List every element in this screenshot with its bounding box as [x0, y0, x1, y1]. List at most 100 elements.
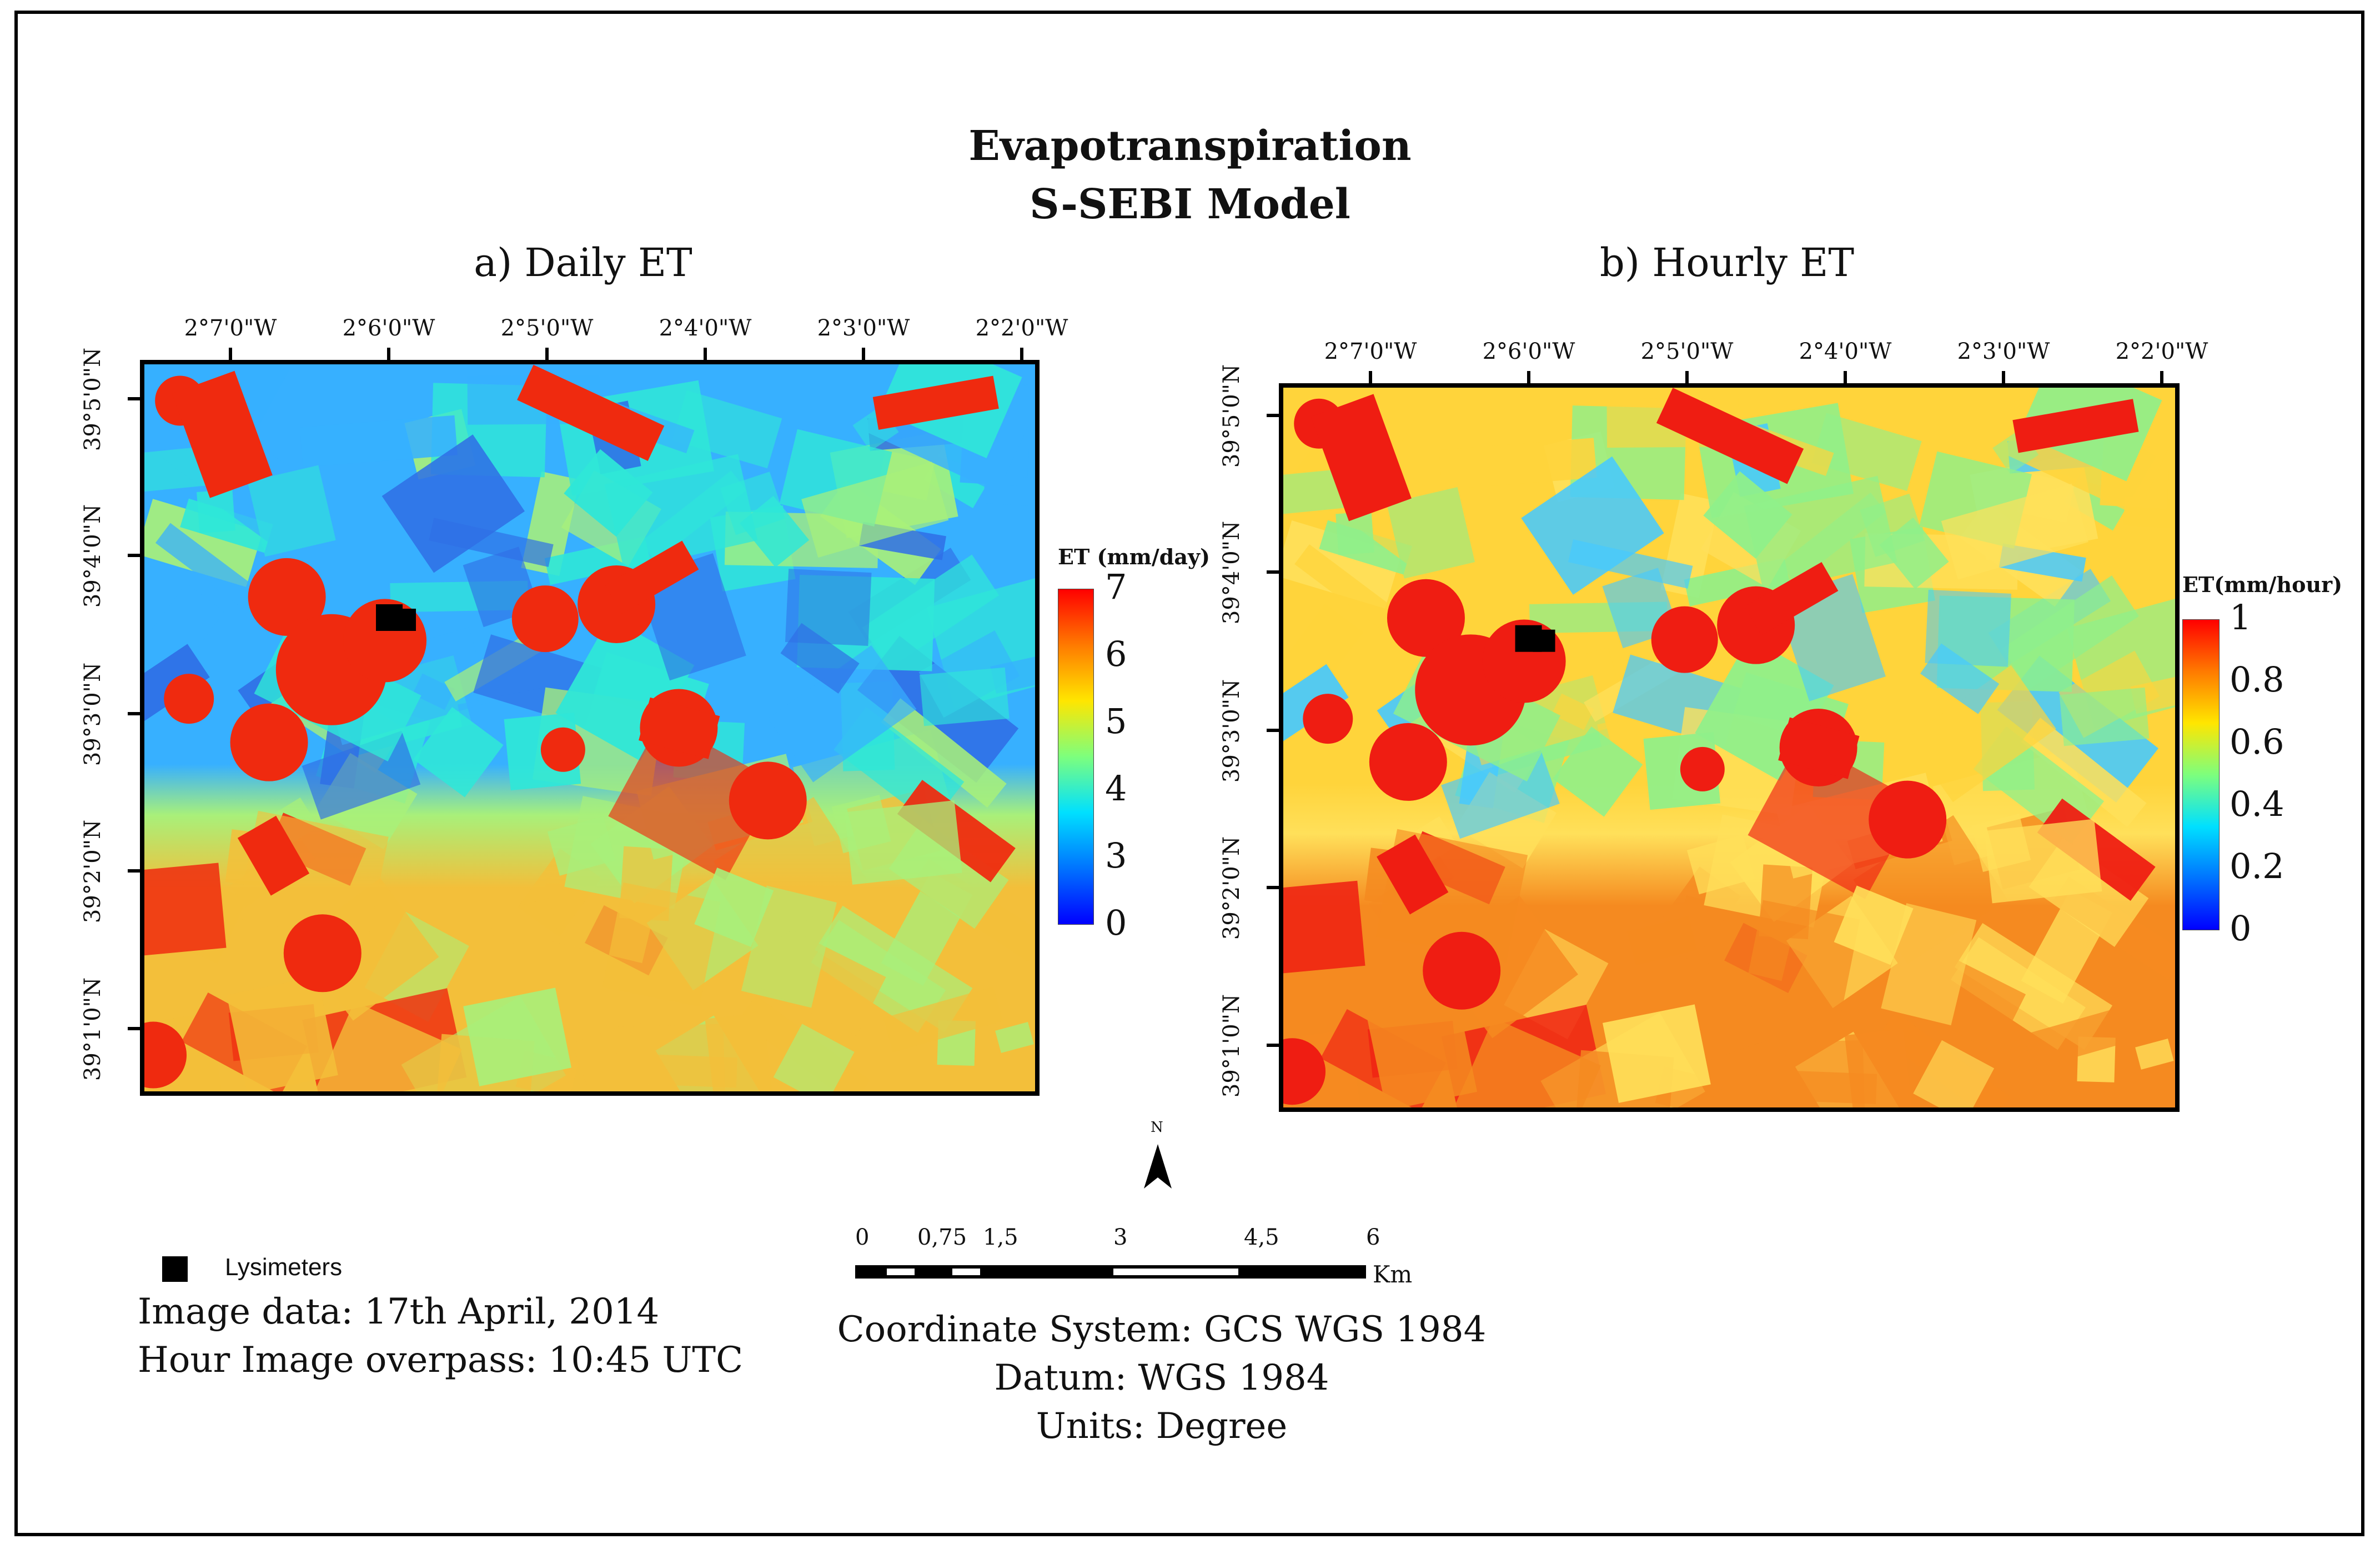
colorbar-tick-label: 4: [1105, 768, 1127, 809]
field-patch: [299, 415, 458, 468]
field-patch: [1603, 1004, 1711, 1103]
scalebar-tick-label: 3: [1113, 1225, 1128, 1250]
lon-tick-label: 2°2'0"W: [2115, 339, 2208, 364]
scalebar-tick-label: 4,5: [1244, 1225, 1279, 1250]
field-patch: [1449, 1017, 1601, 1107]
lat-tick-label: 39°1'0"N: [80, 977, 106, 1081]
irrigated-pivot: [1680, 746, 1725, 791]
lat-tick-mark: [128, 1027, 140, 1030]
field-patch: [1834, 885, 1914, 965]
field-patch: [602, 882, 721, 1007]
scalebar-tick-label: 0,75: [917, 1225, 967, 1250]
lon-tick-mark: [229, 348, 232, 360]
field-patch: [1283, 520, 1402, 609]
lon-tick-label: 2°5'0"W: [500, 315, 594, 341]
field-patch: [768, 645, 917, 783]
colorbar-tick-label: 0.4: [2230, 784, 2284, 824]
field-patch: [144, 863, 227, 962]
hourly-legend-title: ET(mm/hour): [2182, 572, 2343, 597]
lat-tick-label: 39°3'0"N: [1219, 679, 1244, 783]
lat-tick-mark: [1267, 729, 1279, 732]
field-patch: [488, 898, 558, 948]
panel-b-title: b) Hourly ET: [1599, 240, 1855, 285]
north-arrow-icon: [1144, 1144, 1172, 1189]
field-patch: [237, 815, 310, 896]
lat-tick-mark: [128, 869, 140, 873]
field-patch: [381, 434, 525, 573]
field-patch: [1521, 456, 1664, 595]
colorbar-tick-label: 0: [2230, 908, 2252, 949]
field-patch: [883, 986, 1003, 1053]
daily-et-map[interactable]: [140, 360, 1040, 1096]
lat-tick-mark: [128, 554, 140, 557]
field-patch: [1755, 1040, 1866, 1107]
lat-tick-mark: [1267, 1044, 1279, 1047]
units: Units: Degree: [1036, 1406, 1288, 1447]
field-patch: [639, 697, 720, 759]
coordinate-system: Coordinate System: GCS WGS 1984: [837, 1309, 1487, 1350]
field-patch: [1913, 1040, 1995, 1107]
lon-tick-label: 2°6'0"W: [1482, 339, 1575, 364]
daily-colorbar: [1058, 589, 1094, 925]
scalebar-tick-label: 0: [855, 1225, 870, 1250]
colorbar-tick-label: 0.6: [2230, 721, 2284, 762]
field-patch: [1283, 388, 1429, 461]
hourly-et-map[interactable]: [1279, 383, 2180, 1112]
lat-tick-label: 39°3'0"N: [80, 662, 106, 766]
lon-tick-mark: [1527, 371, 1530, 383]
field-patch: [1925, 589, 2012, 667]
field-patch: [785, 569, 872, 646]
field-patch: [2023, 1003, 2143, 1070]
field-patch: [815, 905, 973, 1032]
scalebar: [855, 1265, 1366, 1279]
irrigated-pivot: [144, 1021, 187, 1089]
field-patch: [739, 495, 810, 568]
field-patch: [1283, 604, 1363, 716]
lon-tick-mark: [1020, 348, 1023, 360]
lon-tick-mark: [704, 348, 707, 360]
irrigated-pivot: [1869, 780, 1947, 859]
lat-tick-mark: [128, 712, 140, 715]
lon-tick-label: 2°7'0"W: [1324, 339, 1417, 364]
field-patch: [1335, 511, 1374, 555]
lysimeter-marker: [394, 608, 416, 631]
field-patch: [1703, 471, 1792, 559]
field-patch: [144, 583, 224, 695]
et-raster: [144, 364, 1035, 1091]
field-patch: [1377, 834, 1449, 915]
field-patch: [144, 644, 210, 730]
field-patch: [608, 719, 779, 880]
field-patch: [741, 885, 837, 1008]
field-patch: [564, 449, 653, 537]
field-patch: [517, 364, 665, 462]
et-raster: [1283, 388, 2175, 1107]
scalebar-tick-label: 1,5: [983, 1225, 1018, 1250]
lon-tick-label: 2°3'0"W: [817, 315, 910, 341]
lon-tick-label: 2°7'0"W: [184, 315, 277, 341]
field-patch: [1742, 900, 1860, 1025]
field-patch: [1778, 717, 1860, 779]
field-patch: [1881, 903, 1977, 1026]
field-patch: [247, 465, 336, 557]
field-patch: [144, 499, 263, 587]
field-patch: [844, 800, 962, 885]
irrigated-pivot: [283, 914, 361, 992]
lon-tick-mark: [1844, 371, 1847, 383]
field-patch: [773, 1024, 855, 1091]
field-patch: [2135, 1038, 2174, 1070]
lysimeter-symbol-icon: [162, 1256, 188, 1282]
colorbar-tick-label: 1: [2230, 597, 2252, 638]
field-patch: [1907, 665, 2056, 803]
field-patch: [1954, 923, 2113, 1050]
lon-tick-label: 2°2'0"W: [975, 315, 1068, 341]
daily-legend-title: ET (mm/day): [1058, 544, 1210, 569]
colorbar-tick-label: 0.2: [2230, 846, 2284, 886]
lat-tick-label: 39°4'0"N: [1219, 520, 1244, 625]
field-patch: [1941, 483, 2088, 580]
colorbar-tick-label: 0: [1105, 903, 1127, 943]
field-patch: [995, 1022, 1034, 1053]
irrigated-pivot: [164, 674, 214, 724]
field-patch: [605, 540, 699, 614]
lon-tick-mark: [862, 348, 865, 360]
field-patch: [1811, 413, 1922, 492]
